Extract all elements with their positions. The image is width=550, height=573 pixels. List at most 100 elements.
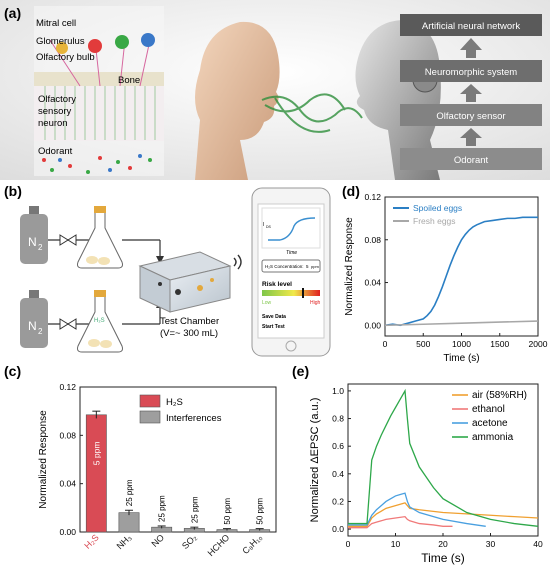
y-tick-label: 1.0 [332, 386, 344, 396]
test-chamber [138, 251, 232, 313]
y-tick-label: 0.00 [59, 527, 76, 537]
x-category-label: HCHO [206, 532, 232, 558]
series-line-acetone [348, 492, 486, 527]
gas-setup: N 2 N 2 H₂S [20, 206, 242, 353]
x-tick-label: 20 [438, 539, 448, 549]
panel-b-letter: (b) [4, 183, 22, 199]
y-tick-label: 0.4 [332, 469, 344, 479]
smartphone: I DS Time H₂S Concentration: 5 ppm Risk … [251, 187, 331, 357]
y-axis-label: Normalized ΔEPSC (a.u.) [309, 398, 321, 523]
legend-entry: ethanol [472, 404, 505, 415]
human-head-illustration [195, 21, 280, 180]
stack-olfactory-sensor: Olfactory sensor [436, 111, 505, 122]
bar-0 [85, 414, 107, 533]
phone-ylabel: I [263, 222, 264, 228]
phone-concentration-value: 5 [306, 264, 309, 269]
olfactory-schematic: Mitral cell Glomerulus Olfactory bulb Bo… [34, 6, 164, 176]
flask-top [77, 211, 123, 269]
label-sensory-2: sensory [38, 106, 72, 117]
flask-gas-label: H₂S [94, 318, 105, 324]
label-sensory-1: Olfactory [38, 94, 76, 105]
mitral-cell-red [88, 39, 102, 53]
chart-d: 0.00 0.04 0.08 0.12 0 500 1000 1500 2000 Time (s)… [344, 192, 548, 364]
phone-curve [268, 217, 316, 241]
phone-risk-title: Risk level [262, 281, 292, 288]
legend-entry: ammonia [472, 432, 514, 443]
y-tick-label: 0.04 [59, 479, 76, 489]
phone-risk-low: Low [262, 300, 272, 306]
x-tick-label: 40 [533, 539, 543, 549]
bar-label: 50 ppm [256, 498, 265, 525]
mitral-cell-blue [141, 33, 155, 47]
x-tick-label: 30 [486, 539, 496, 549]
x-category-label: SO₂ [180, 532, 199, 551]
risk-indicator [302, 288, 304, 298]
n2-cylinder-bottom: N 2 [20, 290, 48, 348]
chart-c: 0.00 0.04 0.08 0.12 Normalized Response 5 ppm… [38, 382, 277, 558]
x-category-label: NH₃ [115, 532, 134, 551]
risk-gradient-bar [262, 290, 320, 296]
label-bone: Bone [118, 75, 140, 86]
stack-artificial-neural-network: Artificial neural network [422, 21, 520, 32]
legend-entry: air (58%RH) [472, 390, 527, 401]
y-tick-label: 0.12 [59, 382, 76, 392]
x-tick-label: 0 [346, 539, 351, 549]
series-line-spoiled-eggs [384, 216, 538, 327]
phone-concentration-unit: ppm [311, 264, 319, 269]
bar-1 [118, 512, 140, 533]
phone-ylabel-sub: DS [266, 225, 272, 229]
plot-frame [79, 386, 277, 533]
cylinder-bottom-sub: 2 [38, 327, 43, 336]
y-tick-label: 0.2 [332, 496, 344, 506]
epithelium-layer [34, 86, 164, 141]
legend-entry: acetone [472, 418, 508, 429]
legend-entry: Interferences [166, 413, 222, 424]
y-tick-label: 0.0 [332, 524, 344, 534]
panel-e-letter: (e) [292, 363, 309, 379]
y-tick-label: 0.08 [59, 430, 76, 440]
y-axis-label: Normalized Response [344, 217, 355, 316]
x-tick-label: 1000 [452, 339, 471, 349]
legend-swatch [139, 394, 161, 408]
bar-label: 25 ppm [190, 496, 199, 523]
wifi-icon [233, 254, 242, 270]
y-tick-label: 0.8 [332, 414, 344, 424]
phone-start-test[interactable]: Start Test [262, 324, 285, 330]
x-tick-label: 0 [383, 339, 388, 349]
phone-risk-high: High [310, 300, 321, 306]
phone-save-data[interactable]: Save Data [262, 314, 286, 320]
legend-swatch [139, 410, 161, 424]
legend-entry: Fresh eggs [413, 216, 456, 226]
label-sensory-3: neuron [38, 118, 68, 129]
panel-d-letter: (d) [342, 183, 360, 199]
legend-entry: Spoiled eggs [413, 203, 462, 213]
mitral-cell-green [115, 35, 129, 49]
x-tick-label: 2000 [529, 339, 548, 349]
label-odorant: Odorant [38, 146, 73, 157]
panel-a-letter: (a) [4, 5, 21, 21]
cylinder-top-label: N [28, 235, 37, 249]
n2-cylinder-top: N 2 [20, 206, 48, 264]
bar-label: 25 ppm [125, 479, 134, 506]
label-glomerulus: Glomerulus [36, 36, 85, 47]
bar-label: 5 ppm [91, 442, 101, 466]
x-tick-label: 1500 [490, 339, 509, 349]
x-category-label: H₂S [82, 532, 100, 550]
glomerulus-yellow [56, 42, 68, 54]
y-tick-label: 0.12 [364, 192, 381, 202]
y-tick-label: 0.6 [332, 441, 344, 451]
bar-label: 50 ppm [223, 498, 232, 525]
artificial-olfaction-stack: Artificial neural network Neuromorphic s… [400, 14, 542, 170]
x-axis-label: Time (s) [443, 353, 479, 364]
chamber-title: Test Chamber [160, 316, 219, 327]
flask-bottom [77, 295, 123, 353]
panel-c-letter: (c) [4, 363, 21, 379]
series-line-fresh-eggs [384, 320, 539, 327]
odor-plume [261, 93, 363, 133]
x-tick-label: 500 [416, 339, 430, 349]
y-tick-label: 0.00 [364, 320, 381, 330]
cylinder-top-sub: 2 [38, 243, 43, 252]
stack-odorant: Odorant [454, 155, 489, 166]
chart-e: 0.0 0.2 0.4 0.6 0.8 1.0 0 10 20 30 40 Time (s) Norma… [309, 383, 543, 565]
